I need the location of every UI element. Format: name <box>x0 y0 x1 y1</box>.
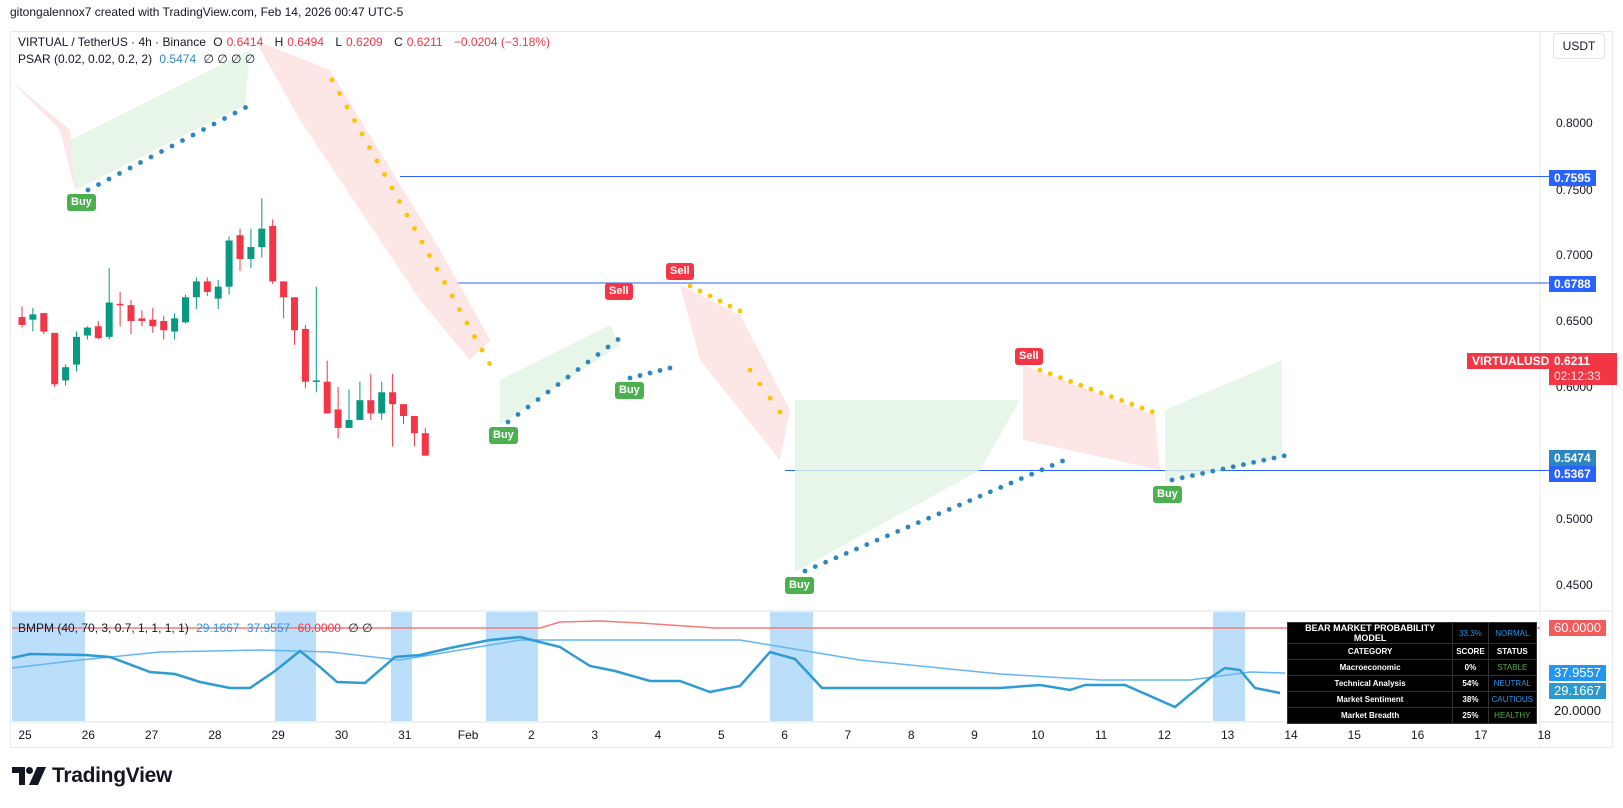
bmpm-legend[interactable]: BMPM (40, 70, 3, 0.7, 1, 1, 1, 1) 29.166… <box>18 621 377 635</box>
buy-signal: Buy <box>67 194 96 211</box>
time-tick: 15 <box>1347 728 1361 742</box>
ohlc-open: O 0.6414 <box>213 35 264 49</box>
time-tick: 6 <box>781 728 788 742</box>
ohlc-close: C 0.6211 <box>394 35 443 49</box>
row-category: Macroeconomic <box>1286 659 1454 676</box>
row-category: Market Sentiment <box>1286 691 1454 708</box>
bmpm-value-3: 60.0000 <box>297 621 341 635</box>
time-tick: 8 <box>907 728 915 742</box>
table-header: CATEGORY <box>1286 643 1454 660</box>
table-header: STATUS <box>1487 643 1538 660</box>
price-tick: 0.6500 <box>1556 314 1593 328</box>
time-tick: 5 <box>717 728 725 742</box>
symbol-tag: VIRTUALUSDT <box>1467 353 1562 369</box>
time-tick: 14 <box>1284 728 1298 742</box>
price-tick: 0.7000 <box>1556 248 1593 262</box>
ohlc-high: H 0.6494 <box>274 35 324 49</box>
current-price: 0.6211 <box>1554 354 1591 368</box>
row-status: STABLE <box>1487 659 1538 676</box>
time-tick: 31 <box>398 728 412 742</box>
chart-credit: gitongalennox7 created with TradingView.… <box>10 5 404 19</box>
time-tick: 26 <box>81 728 95 742</box>
time-tick: 25 <box>18 728 32 742</box>
psar-tag: 0.5474 <box>1549 450 1596 466</box>
table-row: Market Sentiment 38% CAUTIOUS <box>1286 691 1538 708</box>
buy-signal: Buy <box>615 382 644 399</box>
time-tick: 7 <box>844 728 852 742</box>
row-category: Market Breadth <box>1286 707 1454 724</box>
price-tick: 0.8000 <box>1556 116 1593 130</box>
time-tick: 9 <box>971 728 978 742</box>
buy-signal: Buy <box>1153 486 1182 503</box>
bmpm-value-1: 29.1667 <box>196 621 240 635</box>
psar-legend[interactable]: PSAR (0.02, 0.02, 0.2, 2) 0.5474 ∅ ∅ ∅ ∅ <box>18 52 259 66</box>
price-tick: 0.7500 <box>1556 183 1593 197</box>
symbol-name: VIRTUAL / TetherUS · 4h · Binance <box>18 35 206 49</box>
time-tick: 12 <box>1157 728 1172 742</box>
sell-signal: Sell <box>666 263 694 280</box>
price-tick: 0.5000 <box>1556 512 1593 526</box>
table-title: BEAR MARKET PROBABILITY MODEL <box>1286 622 1454 644</box>
table-row: Market Breadth 25% HEALTHY <box>1286 707 1538 724</box>
time-tick: 2 <box>528 728 535 742</box>
level-tag-0-6788: 0.6788 <box>1549 276 1596 292</box>
time-tick: 11 <box>1094 728 1108 742</box>
sell-signal: Sell <box>605 283 633 300</box>
time-tick: 30 <box>334 728 349 742</box>
time-tick: 16 <box>1410 728 1425 742</box>
bmpm-threshold-tag: 60.0000 <box>1549 620 1606 636</box>
buy-signal: Buy <box>785 577 814 594</box>
time-tick: 17 <box>1474 728 1488 742</box>
time-tick: 3 <box>591 728 599 742</box>
psar-value: 0.5474 <box>159 52 197 66</box>
currency-button[interactable]: USDT <box>1553 33 1605 59</box>
tradingview-logo[interactable]: TradingView <box>12 764 172 788</box>
bmpm-v1-tag: 29.1667 <box>1549 683 1606 699</box>
ohlc-low: L 0.6209 <box>335 35 383 49</box>
sell-signal: Sell <box>1015 348 1043 365</box>
table-probability: 33.3% <box>1452 622 1489 644</box>
time-tick: 18 <box>1537 728 1551 742</box>
time-tick: 10 <box>1031 728 1045 742</box>
tradingview-logo-icon <box>12 767 46 785</box>
bar-countdown: 02:12:33 <box>1554 369 1601 383</box>
buy-signal: Buy <box>489 427 518 444</box>
price-change: −0.0204 (−3.18%) <box>453 35 550 49</box>
time-tick: Feb <box>457 728 479 742</box>
bmpm-v2-tag: 37.9557 <box>1549 665 1606 681</box>
level-tag-0-5367: 0.5367 <box>1549 466 1596 482</box>
row-status: NEUTRAL <box>1487 675 1538 692</box>
symbol-legend[interactable]: VIRTUAL / TetherUS · 4h · Binance O 0.641… <box>18 35 554 49</box>
psar-extra: ∅ ∅ ∅ ∅ <box>203 52 256 66</box>
current-price-tag: 0.6211 02:12:33 <box>1549 353 1617 385</box>
bmpm-tick: 20.0000 <box>1554 703 1601 718</box>
level-tag-0-7595: 0.7595 <box>1549 170 1596 186</box>
table-row: Technical Analysis 54% NEUTRAL <box>1286 675 1538 692</box>
bmpm-value-2: 37.9557 <box>246 621 291 635</box>
row-status: HEALTHY <box>1487 707 1538 724</box>
bmpm-name: BMPM (40, 70, 3, 0.7, 1, 1, 1, 1) <box>18 621 189 635</box>
row-score: 38% <box>1452 691 1489 708</box>
row-score: 25% <box>1452 707 1489 724</box>
row-status: CAUTIOUS <box>1487 691 1538 708</box>
row-category: Technical Analysis <box>1286 675 1454 692</box>
time-tick: 28 <box>208 728 222 742</box>
logo-text: TradingView <box>52 764 173 787</box>
row-score: 0% <box>1452 659 1489 676</box>
price-tick: 0.4500 <box>1556 578 1593 592</box>
bmpm-extra: ∅ ∅ <box>348 621 373 635</box>
time-tick: 13 <box>1221 728 1235 742</box>
time-tick: 4 <box>654 728 662 742</box>
time-tick: 29 <box>271 728 285 742</box>
time-tick: 27 <box>144 728 159 742</box>
table-status: NORMAL <box>1487 622 1538 644</box>
row-score: 54% <box>1452 675 1489 692</box>
table-row: Macroeconomic 0% STABLE <box>1286 659 1538 676</box>
table-header: SCORE <box>1452 643 1489 660</box>
psar-name: PSAR (0.02, 0.02, 0.2, 2) <box>18 52 153 66</box>
bear-market-table: BEAR MARKET PROBABILITY MODEL 33.3% NORM… <box>1286 622 1538 724</box>
